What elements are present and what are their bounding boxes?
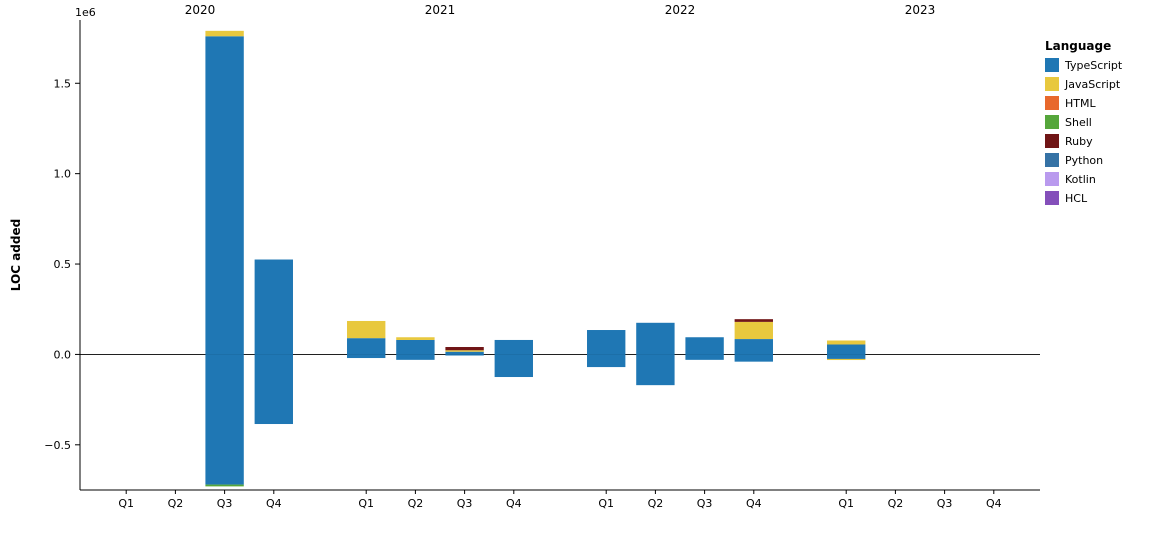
x-tick-label: Q2 <box>408 497 424 510</box>
x-tick-label: Q4 <box>986 497 1002 510</box>
bar-segment <box>255 260 293 355</box>
legend-label: Shell <box>1065 116 1092 129</box>
bar-segment <box>347 338 385 354</box>
y-tick-label: 1.5 <box>54 77 72 90</box>
year-label: 2020 <box>185 3 216 17</box>
legend-swatch <box>1045 96 1059 110</box>
bar-segment <box>735 322 773 339</box>
bar-segment <box>735 319 773 322</box>
y-tick-label: 0.5 <box>54 258 72 271</box>
y-exponent-label: 1e6 <box>75 6 96 19</box>
legend-label: JavaScript <box>1064 78 1121 91</box>
x-tick-label: Q1 <box>118 497 134 510</box>
legend-swatch <box>1045 77 1059 91</box>
bar-segment <box>445 352 483 355</box>
bar-segment <box>347 354 385 358</box>
chart-svg: −0.5 0.0 0.5 1.0 1.5 1e6 LOC added Q1 Q2 Q3 Q4 2020… <box>0 0 1172 542</box>
bar-segment <box>396 340 434 354</box>
x-tick-label: Q3 <box>457 497 473 510</box>
x-tick-label: Q2 <box>888 497 904 510</box>
bar-segment <box>445 347 483 350</box>
y-tick-label: −0.5 <box>44 439 71 452</box>
legend-swatch <box>1045 58 1059 72</box>
legend-swatch <box>1045 134 1059 148</box>
bar-segment <box>735 339 773 354</box>
legend-swatch <box>1045 172 1059 186</box>
bar-segment <box>685 354 723 359</box>
year-label: 2022 <box>665 3 696 17</box>
legend-label: HCL <box>1065 192 1088 205</box>
bar-segment <box>587 330 625 354</box>
x-tick-label: Q2 <box>648 497 664 510</box>
bar-segment <box>255 354 293 424</box>
bar-segment <box>445 350 483 351</box>
bar-segment <box>636 354 674 385</box>
legend-label: Kotlin <box>1065 173 1096 186</box>
legend-label: Ruby <box>1065 135 1093 148</box>
legend-title: Language <box>1045 39 1111 53</box>
x-tick-label: Q1 <box>838 497 854 510</box>
loc-added-chart: −0.5 0.0 0.5 1.0 1.5 1e6 LOC added Q1 Q2 Q3 Q4 2020… <box>0 0 1172 542</box>
bar-segment <box>205 354 243 484</box>
bar-segment <box>205 485 243 487</box>
x-tick-label: Q3 <box>937 497 953 510</box>
legend-swatch <box>1045 191 1059 205</box>
legend-label: HTML <box>1065 97 1096 110</box>
bar-segment <box>347 321 385 338</box>
y-tick-label: 1.0 <box>54 168 72 181</box>
bar-segment <box>827 359 865 360</box>
x-tick-label: Q1 <box>358 497 374 510</box>
x-tick-label: Q4 <box>266 497 282 510</box>
x-tick-label: Q1 <box>598 497 614 510</box>
x-tick-label: Q4 <box>746 497 762 510</box>
bar-segment <box>396 337 434 340</box>
bar-segment <box>205 36 243 354</box>
y-axis-label: LOC added <box>9 219 23 291</box>
bar-segment <box>587 354 625 367</box>
year-label: 2021 <box>425 3 456 17</box>
bar-segment <box>827 344 865 354</box>
year-label: 2023 <box>905 3 936 17</box>
y-tick-label: 0.0 <box>54 348 72 361</box>
bar-segment <box>495 354 533 377</box>
bar-segment <box>685 337 723 354</box>
bar-segment <box>735 354 773 361</box>
x-tick-label: Q3 <box>217 497 233 510</box>
bar-segment <box>205 31 243 36</box>
bar-segment <box>495 340 533 354</box>
x-tick-label: Q4 <box>506 497 522 510</box>
legend-swatch <box>1045 115 1059 129</box>
x-tick-label: Q3 <box>697 497 713 510</box>
x-tick-label: Q2 <box>168 497 184 510</box>
bar-segment <box>827 341 865 345</box>
bar-segment <box>445 354 483 355</box>
legend-label: Python <box>1065 154 1103 167</box>
bar-segment <box>636 323 674 355</box>
bar-segment <box>396 354 434 359</box>
bar-segment <box>827 354 865 359</box>
legend-swatch <box>1045 153 1059 167</box>
legend-label: TypeScript <box>1064 59 1123 72</box>
